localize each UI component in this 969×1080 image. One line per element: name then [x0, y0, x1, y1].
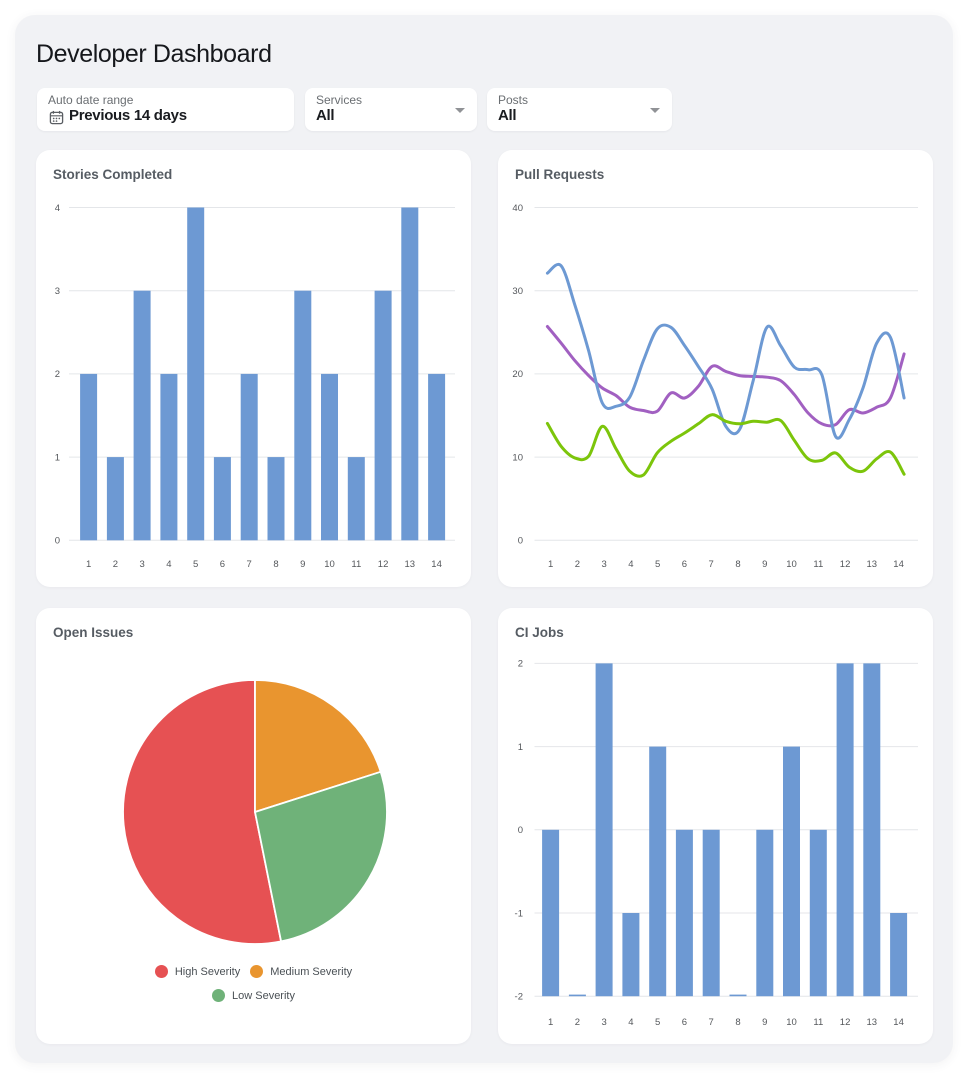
svg-text:2: 2: [113, 559, 118, 570]
svg-text:9: 9: [762, 1017, 767, 1028]
svg-text:0: 0: [518, 536, 523, 547]
svg-text:30: 30: [512, 286, 523, 297]
svg-text:1: 1: [548, 1017, 553, 1028]
svg-text:10: 10: [324, 559, 335, 570]
svg-text:0: 0: [518, 825, 523, 836]
svg-text:5: 5: [655, 1017, 660, 1028]
svg-text:9: 9: [300, 559, 305, 570]
svg-text:2: 2: [55, 369, 60, 380]
svg-text:9: 9: [762, 559, 767, 570]
svg-text:4: 4: [166, 559, 171, 570]
svg-text:1: 1: [55, 452, 60, 463]
svg-text:11: 11: [813, 1017, 823, 1028]
svg-text:4: 4: [628, 1017, 633, 1028]
svg-text:20: 20: [512, 369, 523, 380]
svg-text:40: 40: [512, 203, 523, 214]
svg-text:7: 7: [247, 559, 252, 570]
svg-text:6: 6: [682, 559, 687, 570]
svg-text:7: 7: [709, 1017, 714, 1028]
svg-text:5: 5: [193, 559, 198, 570]
svg-text:2: 2: [518, 659, 523, 670]
svg-text:12: 12: [840, 1017, 851, 1028]
svg-text:2: 2: [575, 1017, 580, 1028]
svg-text:6: 6: [682, 1017, 687, 1028]
svg-text:12: 12: [840, 559, 851, 570]
svg-text:10: 10: [512, 452, 523, 463]
svg-text:13: 13: [867, 559, 878, 570]
svg-text:11: 11: [351, 559, 361, 570]
svg-text:13: 13: [867, 1017, 878, 1028]
svg-text:14: 14: [431, 559, 442, 570]
svg-text:7: 7: [709, 559, 714, 570]
svg-text:1: 1: [518, 742, 523, 753]
svg-text:4: 4: [628, 559, 633, 570]
svg-text:12: 12: [378, 559, 389, 570]
svg-text:5: 5: [655, 559, 660, 570]
svg-text:3: 3: [601, 559, 606, 570]
svg-text:0: 0: [55, 536, 60, 547]
svg-text:10: 10: [786, 1017, 797, 1028]
svg-text:3: 3: [139, 559, 144, 570]
svg-text:8: 8: [735, 559, 740, 570]
svg-text:1: 1: [86, 559, 91, 570]
svg-text:-2: -2: [515, 992, 523, 1003]
svg-text:13: 13: [405, 559, 416, 570]
svg-text:14: 14: [893, 1017, 904, 1028]
svg-text:14: 14: [893, 559, 904, 570]
svg-text:3: 3: [55, 286, 60, 297]
svg-text:8: 8: [735, 1017, 740, 1028]
svg-text:8: 8: [273, 559, 278, 570]
svg-text:6: 6: [220, 559, 225, 570]
svg-text:4: 4: [55, 203, 60, 214]
svg-text:10: 10: [786, 559, 797, 570]
svg-text:2: 2: [575, 559, 580, 570]
svg-text:11: 11: [813, 559, 823, 570]
svg-text:1: 1: [548, 559, 553, 570]
svg-text:-1: -1: [515, 908, 523, 919]
svg-text:3: 3: [601, 1017, 606, 1028]
